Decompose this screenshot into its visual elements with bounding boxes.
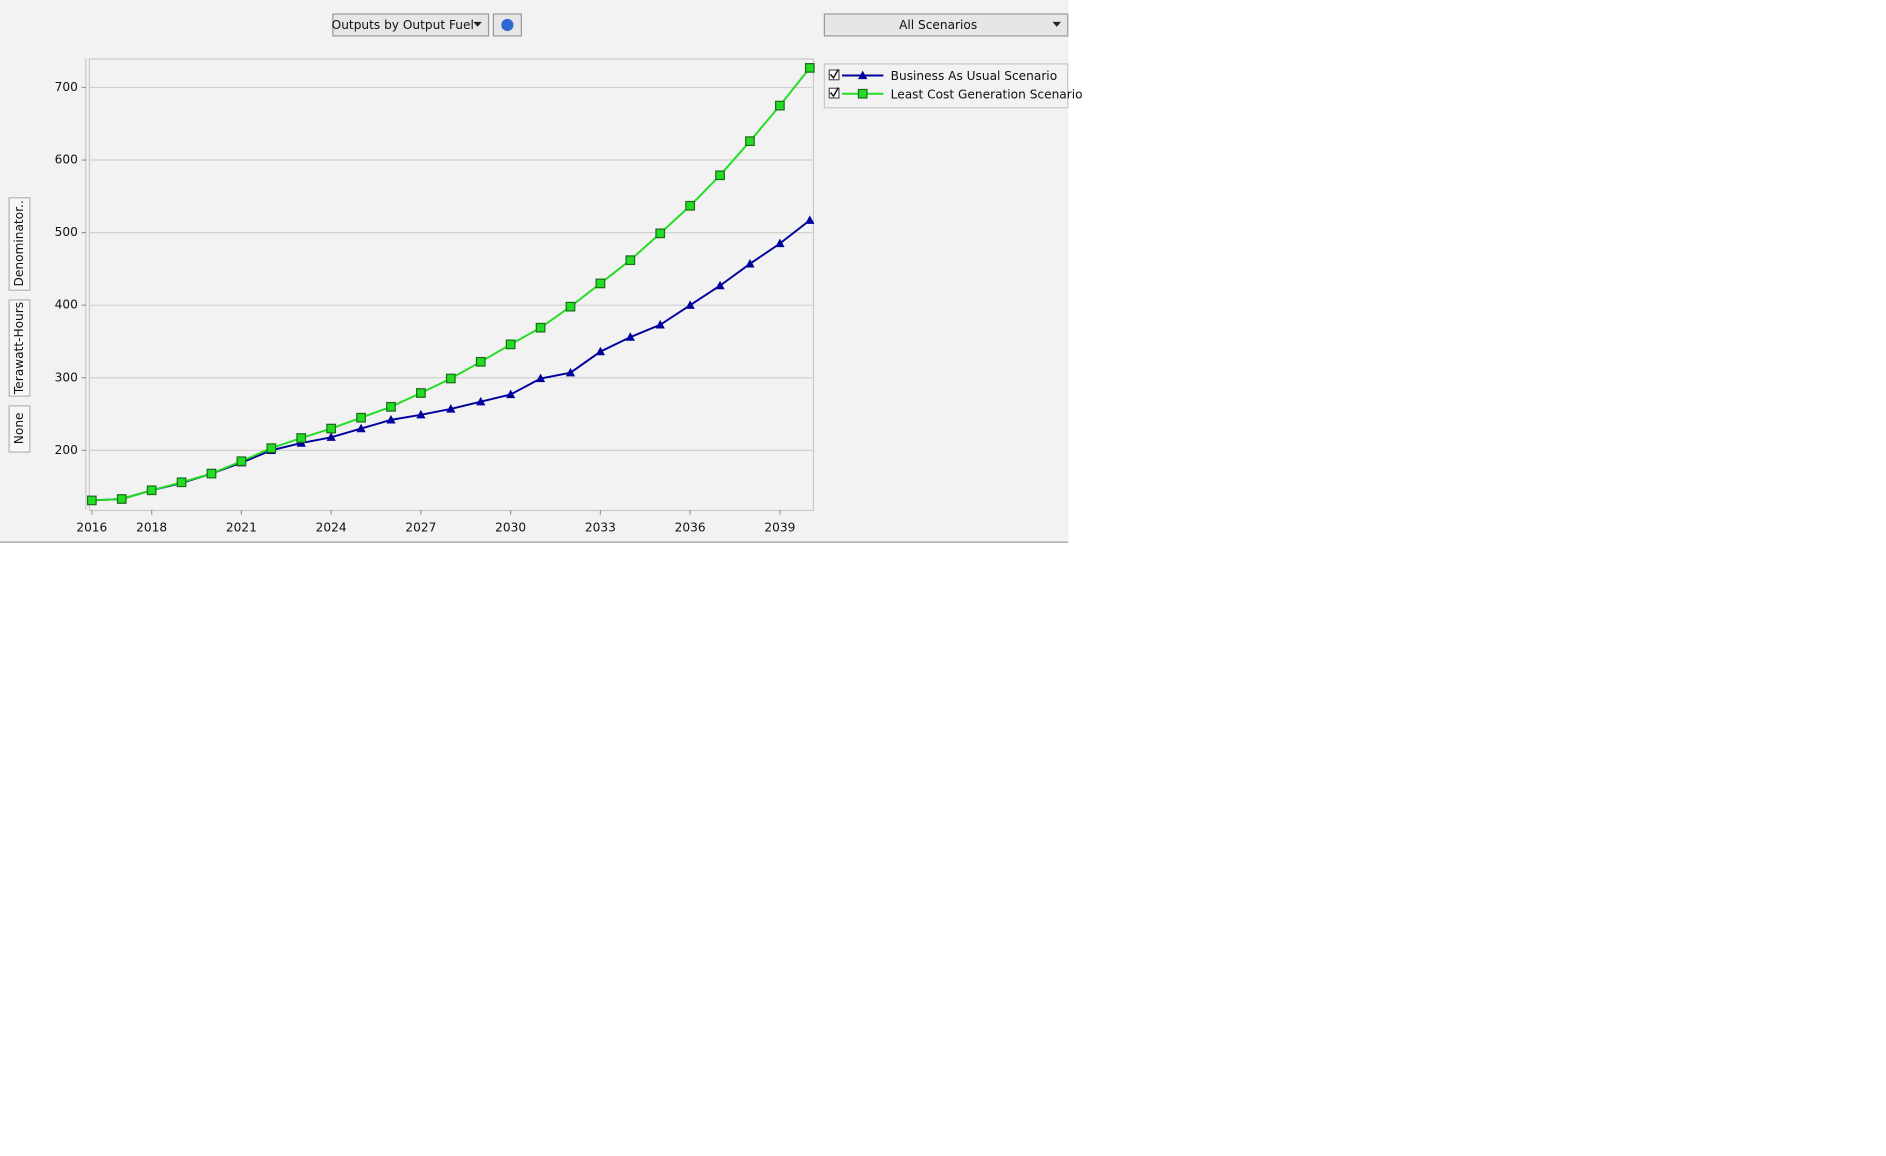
x-tick-label: 2039	[764, 521, 795, 535]
help-icon	[501, 18, 514, 32]
legend-marker	[858, 70, 868, 80]
data-marker	[655, 228, 666, 239]
legend-box	[823, 63, 1069, 109]
plot-frame	[88, 58, 815, 512]
data-marker	[386, 414, 396, 424]
legend-checkbox[interactable]	[828, 69, 840, 81]
x-tick-label: 2024	[316, 521, 347, 535]
help-button[interactable]	[492, 13, 522, 37]
data-marker	[625, 332, 635, 341]
data-marker	[326, 423, 337, 434]
data-marker	[775, 238, 785, 248]
y-tick-label: 700	[55, 80, 78, 94]
data-marker	[236, 456, 247, 467]
data-marker	[745, 136, 755, 147]
fuel-dropdown[interactable]: Outputs by Output Fuel	[332, 13, 490, 37]
data-marker	[565, 367, 576, 377]
data-marker	[715, 170, 725, 181]
data-marker	[804, 63, 815, 73]
dropdown-box[interactable]	[823, 13, 1069, 37]
x-tick-label: 2036	[675, 521, 706, 535]
data-marker	[86, 495, 97, 506]
side-tab[interactable]	[8, 197, 31, 291]
dropdown-arrow	[473, 21, 482, 27]
x-tick-label: 2016	[76, 521, 107, 535]
y-tick-label: 600	[55, 153, 78, 167]
data-marker	[146, 485, 157, 496]
data-marker	[775, 100, 785, 111]
dropdown-label: All Scenarios	[899, 18, 977, 32]
data-marker	[505, 339, 516, 350]
data-marker	[356, 423, 366, 433]
x-tick-label: 2033	[585, 521, 616, 535]
side-tab[interactable]	[8, 299, 31, 397]
dropdown-box[interactable]	[332, 13, 490, 37]
x-tick-label: 2021	[226, 521, 257, 535]
data-marker	[266, 443, 277, 454]
legend-label: Least Cost Generation Scenario	[891, 87, 1083, 101]
y-tick-label: 500	[55, 225, 78, 239]
data-marker	[356, 412, 366, 423]
data-marker	[595, 278, 606, 289]
data-marker	[176, 477, 187, 488]
data-marker	[206, 468, 217, 479]
data-marker	[805, 215, 815, 224]
data-marker	[475, 356, 486, 367]
side-tabs: Denominator.. Terawatt-Hours None	[8, 197, 31, 453]
data-marker	[326, 432, 336, 441]
data-marker	[745, 258, 755, 268]
legend-marker	[857, 88, 868, 99]
data-marker	[296, 433, 307, 443]
data-marker	[445, 373, 456, 384]
y-tick-label: 200	[55, 443, 78, 457]
data-marker	[476, 396, 486, 406]
dropdown-label: Outputs by Output Fuel	[332, 18, 474, 32]
data-marker	[625, 255, 636, 266]
dropdown-arrow	[1052, 21, 1062, 27]
data-marker	[535, 373, 546, 383]
data-marker	[386, 401, 396, 412]
data-marker	[116, 494, 127, 504]
side-tab[interactable]	[8, 405, 31, 453]
legend-label: Business As Usual Scenario	[891, 69, 1057, 83]
side-tab-label: Terawatt-Hours	[12, 302, 26, 395]
legend-check	[829, 87, 839, 98]
side-tab-label: Denominator..	[12, 200, 26, 286]
x-tick-label: 2027	[405, 521, 436, 535]
y-tick-label: 300	[55, 370, 78, 384]
x-tick-label: 2018	[136, 521, 167, 535]
data-marker	[506, 389, 516, 399]
data-marker	[685, 200, 696, 211]
data-marker	[685, 300, 695, 309]
data-marker	[416, 409, 426, 419]
data-marker	[446, 404, 456, 413]
data-marker	[565, 301, 576, 312]
legend-checkbox[interactable]	[828, 87, 840, 99]
x-tick-label: 2030	[495, 521, 526, 535]
data-marker	[595, 346, 606, 356]
data-marker	[535, 322, 546, 333]
data-marker	[655, 319, 665, 329]
data-marker	[715, 280, 725, 290]
scenario-dropdown[interactable]: All Scenarios	[823, 13, 1069, 37]
legend-check	[829, 69, 839, 80]
side-tab-label: None	[12, 412, 26, 444]
data-marker	[416, 388, 426, 398]
y-tick-label: 400	[55, 298, 78, 312]
